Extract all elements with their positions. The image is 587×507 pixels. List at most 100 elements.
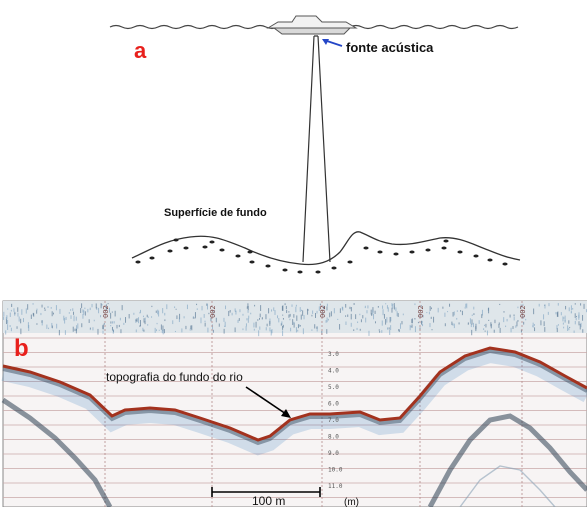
noise-speck (544, 304, 546, 309)
noise-speck (248, 315, 250, 319)
noise-speck (246, 318, 248, 321)
noise-speck (162, 308, 164, 314)
noise-speck (288, 311, 290, 313)
noise-speck (119, 317, 121, 321)
noise-speck (114, 310, 116, 317)
noise-speck (556, 312, 558, 317)
noise-speck (3, 316, 5, 320)
noise-speck (77, 323, 79, 329)
sediment-dot (502, 262, 508, 266)
noise-speck (172, 320, 174, 325)
noise-speck (174, 330, 176, 333)
noise-speck (98, 307, 100, 314)
noise-speck (339, 308, 341, 313)
noise-speck (285, 305, 287, 310)
noise-speck (547, 311, 549, 315)
noise-speck (409, 324, 411, 331)
surface-noise-band (3, 303, 587, 337)
noise-speck (381, 330, 383, 333)
noise-speck (516, 321, 518, 327)
noise-speck (258, 330, 260, 337)
noise-speck (265, 327, 267, 331)
noise-speck (147, 324, 149, 326)
noise-speck (556, 328, 558, 333)
multiple-reflection (1, 397, 113, 507)
noise-speck (374, 310, 376, 314)
noise-speck (164, 319, 166, 322)
noise-speck (3, 311, 5, 317)
noise-speck (157, 309, 159, 315)
noise-speck (231, 312, 233, 316)
noise-speck (46, 324, 48, 329)
sediment-dot (425, 248, 431, 252)
noise-speck (51, 322, 53, 328)
noise-speck (316, 310, 318, 314)
noise-speck (467, 322, 469, 324)
noise-speck (270, 330, 272, 336)
top-mark-label: 002 (417, 305, 425, 318)
noise-speck (299, 307, 301, 312)
noise-speck (261, 318, 263, 320)
noise-speck (192, 317, 194, 319)
noise-speck (162, 325, 164, 331)
noise-speck (382, 309, 384, 316)
sediment-dot (409, 250, 415, 254)
noise-speck (92, 327, 94, 331)
noise-speck (268, 308, 270, 314)
noise-speck (312, 310, 314, 314)
noise-speck (210, 317, 212, 322)
noise-speck (269, 327, 271, 332)
noise-speck (80, 308, 82, 314)
noise-speck (570, 310, 572, 313)
noise-speck (471, 319, 473, 325)
noise-speck (259, 326, 261, 330)
noise-speck (560, 312, 562, 316)
sediment-dot (247, 250, 253, 254)
noise-speck (578, 314, 580, 320)
noise-speck (583, 303, 585, 309)
noise-speck (481, 309, 483, 316)
noise-speck (356, 327, 358, 330)
noise-speck (466, 303, 468, 309)
noise-speck (532, 322, 534, 328)
noise-speck (368, 330, 370, 336)
depth-grid (3, 301, 587, 507)
noise-speck (295, 304, 297, 307)
noise-speck (175, 308, 177, 310)
noise-speck (223, 328, 225, 334)
noise-speck (207, 327, 209, 333)
panel-a: a fonte acústica Superfície de fundo (109, 15, 521, 274)
noise-speck (203, 314, 205, 318)
noise-speck (158, 310, 160, 317)
noise-speck (218, 323, 220, 327)
noise-speck (260, 305, 262, 311)
sediment-dot (457, 250, 463, 254)
noise-speck (365, 317, 367, 323)
noise-speck (9, 325, 11, 328)
noise-speck (378, 329, 380, 331)
noise-speck (395, 307, 397, 312)
noise-speck (112, 329, 114, 334)
noise-speck (483, 328, 485, 331)
noise-speck (533, 308, 535, 315)
noise-speck (520, 329, 522, 333)
noise-speck (444, 323, 446, 327)
noise-speck (392, 304, 394, 309)
noise-speck (20, 328, 22, 335)
noise-speck (32, 303, 34, 305)
noise-speck (63, 315, 65, 321)
noise-speck (120, 329, 122, 334)
noise-speck (510, 327, 512, 333)
noise-speck (467, 323, 469, 325)
noise-speck (163, 329, 165, 334)
noise-speck (36, 323, 38, 325)
noise-speck (355, 314, 357, 320)
noise-speck (580, 322, 582, 328)
noise-speck (48, 327, 50, 330)
noise-speck (410, 325, 412, 328)
noise-speck (212, 329, 214, 333)
noise-speck (100, 315, 102, 318)
noise-speck (112, 321, 114, 324)
noise-speck (499, 303, 501, 306)
noise-speck (158, 329, 160, 331)
